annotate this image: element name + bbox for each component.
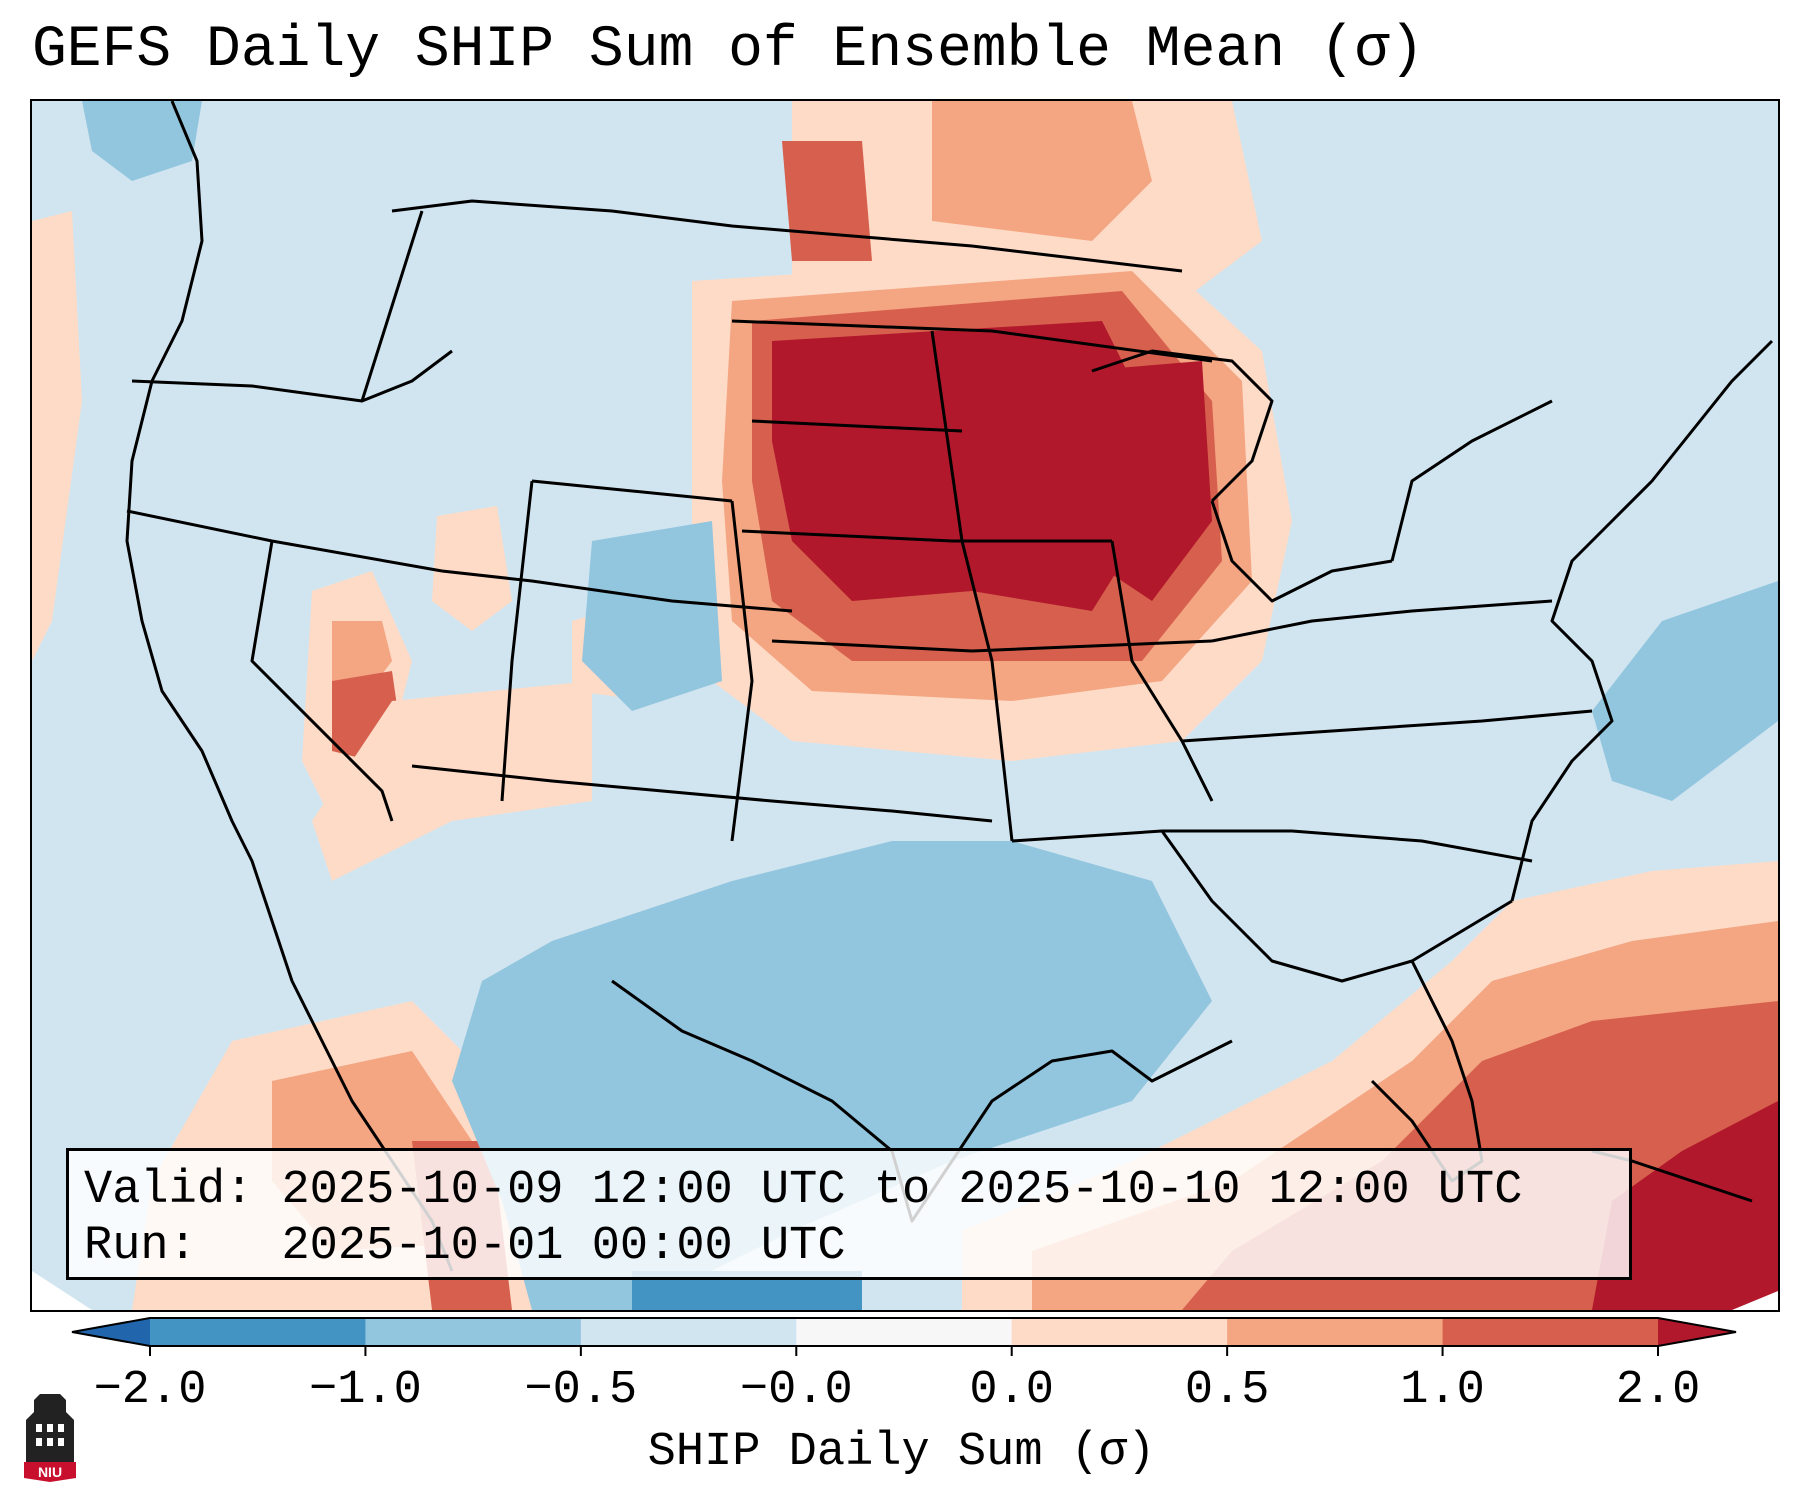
- california-nevada-border: [250, 540, 394, 822]
- nevada-utah-north: [441, 569, 793, 613]
- domain-edge-left: [32, 1271, 92, 1310]
- colorado-negative: [582, 521, 722, 711]
- boundaries: [125, 101, 1774, 1272]
- four-corners-line: [411, 764, 993, 823]
- atlantic-negative: [1592, 581, 1778, 801]
- atlantic-coastline: [1510, 339, 1774, 902]
- colorbar-tick-label: −0.0: [739, 1364, 853, 1417]
- logo-text: NIU: [38, 1464, 62, 1480]
- colorbar-bin: [796, 1318, 1013, 1346]
- louisiana-negative: [992, 881, 1082, 981]
- colorbar-bin: [580, 1318, 797, 1346]
- colorbar: [71, 1317, 1737, 1356]
- great-lakes-outline: [1091, 349, 1274, 503]
- colorbar-label: SHIP Daily Sum (σ): [647, 1426, 1156, 1479]
- colorbar-tick-label: 2.0: [1615, 1364, 1701, 1417]
- us-canada-border: [391, 199, 1183, 273]
- domain-edge-right: [1732, 1291, 1778, 1310]
- idaho-border: [360, 210, 424, 402]
- gulf-coastline-east: [1160, 830, 1513, 983]
- wisconsin-extreme: [1082, 361, 1212, 601]
- wyoming-north: [531, 479, 733, 503]
- niu-logo: NIU: [24, 1394, 76, 1482]
- nd-sd-border: [751, 419, 963, 433]
- colorbar-extension-high: [1658, 1318, 1736, 1346]
- map-canvas: [32, 101, 1778, 1310]
- colorbar-tick-label: 1.0: [1400, 1364, 1485, 1417]
- sd-nebraska-border: [741, 529, 1112, 543]
- colorbar-bin: [1227, 1318, 1444, 1346]
- manitoba-strong: [782, 141, 872, 261]
- colorbar-extension-low: [72, 1318, 150, 1346]
- map-panel: [30, 99, 1780, 1312]
- valid-label: Valid:: [84, 1164, 254, 1217]
- nebraska-kansas-border: [771, 639, 1213, 653]
- colorbar-tick-label: −2.0: [93, 1364, 207, 1417]
- mississippi-river: [1110, 540, 1214, 802]
- plains-extreme: [772, 321, 1152, 611]
- run-label: Run:: [84, 1220, 197, 1273]
- mexico-negative: [632, 1271, 862, 1310]
- ohio-river: [1211, 599, 1553, 643]
- colorbar-tick-label: 0.5: [1184, 1364, 1270, 1417]
- pacific-positive: [32, 211, 82, 661]
- colorbar-tick-label: −0.5: [524, 1364, 638, 1417]
- west-coastline: [125, 101, 454, 1272]
- colorbar-tick-label: 0.0: [969, 1364, 1055, 1417]
- colorbar-tick-label: −1.0: [309, 1364, 422, 1417]
- utah-positive: [432, 506, 512, 631]
- colorbar-bin: [1442, 1318, 1659, 1346]
- minnesota-iowa-west: [930, 330, 1014, 842]
- pacific-negative: [82, 101, 202, 181]
- wyoming-colorado-west: [500, 480, 534, 802]
- northeast-border: [1390, 399, 1553, 562]
- colorbar-bin: [365, 1318, 582, 1346]
- run-value: 2025-10-01 00:00 UTC: [281, 1220, 846, 1273]
- oklahoma-arkansas-south: [1011, 829, 1533, 863]
- valid-run-info-box: Valid: 2025-10-09 12:00 UTC to 2025-10-1…: [66, 1148, 1632, 1280]
- lake-erie-shore: [1210, 500, 1393, 603]
- logo-banner-icon: [24, 1462, 76, 1482]
- colorbar-bin: [150, 1318, 366, 1346]
- map-title: GEFS Daily SHIP Sum of Ensemble Mean (σ): [32, 18, 1425, 83]
- tennessee-north: [1181, 709, 1593, 743]
- canada-moderate: [932, 101, 1152, 241]
- arizona-positive: [312, 681, 592, 881]
- dakotas-north: [731, 319, 1213, 363]
- colorbar-bin: [1011, 1318, 1228, 1346]
- caribbean-extreme: [1592, 1101, 1778, 1310]
- colorado-east: [730, 500, 754, 842]
- valid-value: 2025-10-09 12:00 UTC to 2025-10-10 12:00…: [281, 1164, 1523, 1217]
